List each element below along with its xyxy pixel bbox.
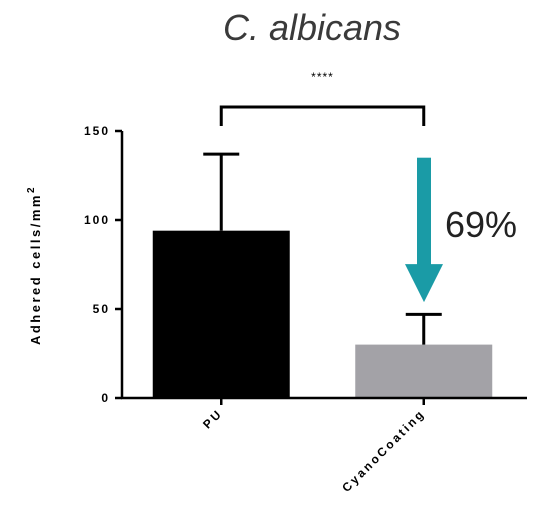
- x-ticks-group: PU CyanoCoating: [200, 398, 428, 495]
- chart-title: C. albicans: [223, 7, 401, 48]
- y-tick-label: 50: [93, 302, 110, 316]
- reduction-arrow-shaft: [417, 157, 431, 266]
- y-axis-label-superscript: 2: [26, 185, 37, 193]
- bar: [152, 230, 290, 398]
- bars-group: [152, 230, 493, 398]
- y-tick-label: 0: [101, 391, 110, 405]
- y-axis-label-text: Adhered cells/mm: [28, 193, 43, 345]
- reduction-annotation: 69%: [405, 157, 517, 303]
- x-tick-label: PU: [200, 406, 225, 431]
- x-tick-label: CyanoCoating: [339, 406, 428, 495]
- reduction-percentage: 69%: [445, 204, 517, 245]
- significance-bracket-line: [219, 105, 426, 126]
- significance-bracket: ****: [219, 70, 426, 126]
- reduction-arrow-head: [405, 264, 443, 303]
- y-axis-label: Adhered cells/mm2: [26, 185, 43, 345]
- y-tick-label: 100: [84, 213, 110, 227]
- error-bars-group: [203, 152, 442, 345]
- significance-label: ****: [311, 70, 334, 84]
- y-ticks-group: 0 50 100 150: [84, 124, 122, 405]
- y-tick-label: 150: [84, 124, 110, 138]
- bar: [355, 344, 493, 398]
